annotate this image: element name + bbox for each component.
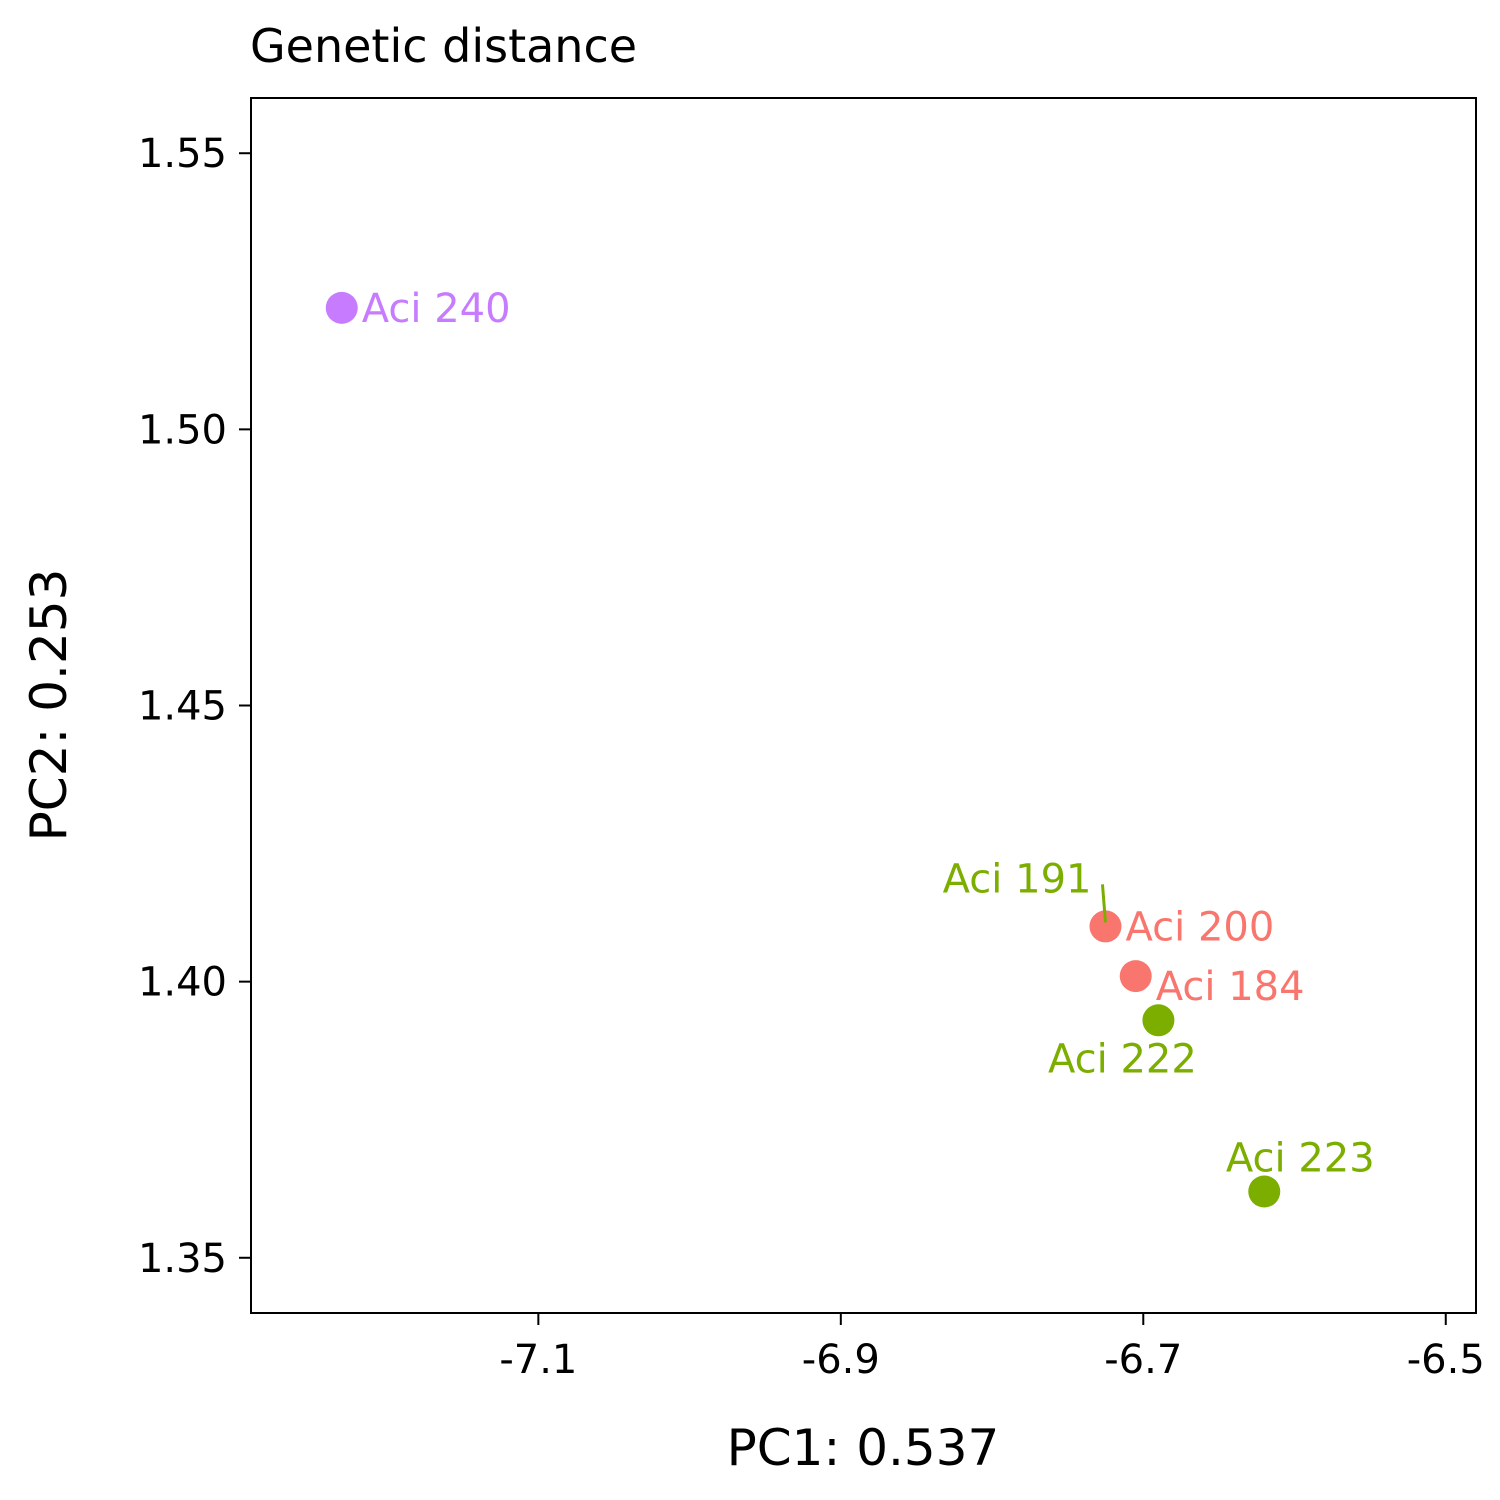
data-point: [325, 291, 358, 324]
y-tick-label: 1.45: [138, 684, 227, 730]
x-tick-label: -6.7: [1104, 1337, 1182, 1383]
x-axis-title: PC1: 0.537: [727, 1419, 1000, 1477]
y-axis: 1.35 1.40 1.45 1.50 1.55: [138, 131, 251, 1282]
data-point: [1119, 960, 1152, 993]
x-axis: -7.1 -6.9 -6.7 -6.5: [499, 1313, 1485, 1383]
data-point: [1248, 1175, 1281, 1208]
point-label: Aci 223: [1226, 1136, 1375, 1182]
point-label: Aci 240: [362, 286, 511, 332]
point-label: Aci 184: [1156, 964, 1305, 1010]
data-point: [1089, 910, 1122, 943]
label-leader-line: [1100, 884, 1107, 923]
y-axis-title: PC2: 0.253: [20, 569, 78, 842]
x-tick-label: -6.5: [1407, 1337, 1485, 1383]
data-points: Aci 240 Aci 200 Aci 184 Aci 222 Aci 223 Aci 1…: [325, 286, 1375, 1208]
y-tick-label: 1.55: [138, 131, 227, 177]
point-label: Aci 191: [943, 856, 1092, 902]
y-tick-label: 1.40: [138, 960, 227, 1006]
chart-title: Genetic distance: [250, 19, 637, 73]
plot-frame: [250, 97, 1477, 1314]
data-point: [1142, 1004, 1175, 1037]
x-tick-label: -7.1: [499, 1337, 577, 1383]
y-tick-label: 1.35: [138, 1236, 227, 1282]
x-tick-label: -6.9: [802, 1337, 880, 1383]
point-label: Aci 200: [1125, 904, 1274, 950]
y-tick-label: 1.50: [138, 407, 227, 453]
point-label: Aci 222: [1048, 1036, 1197, 1082]
